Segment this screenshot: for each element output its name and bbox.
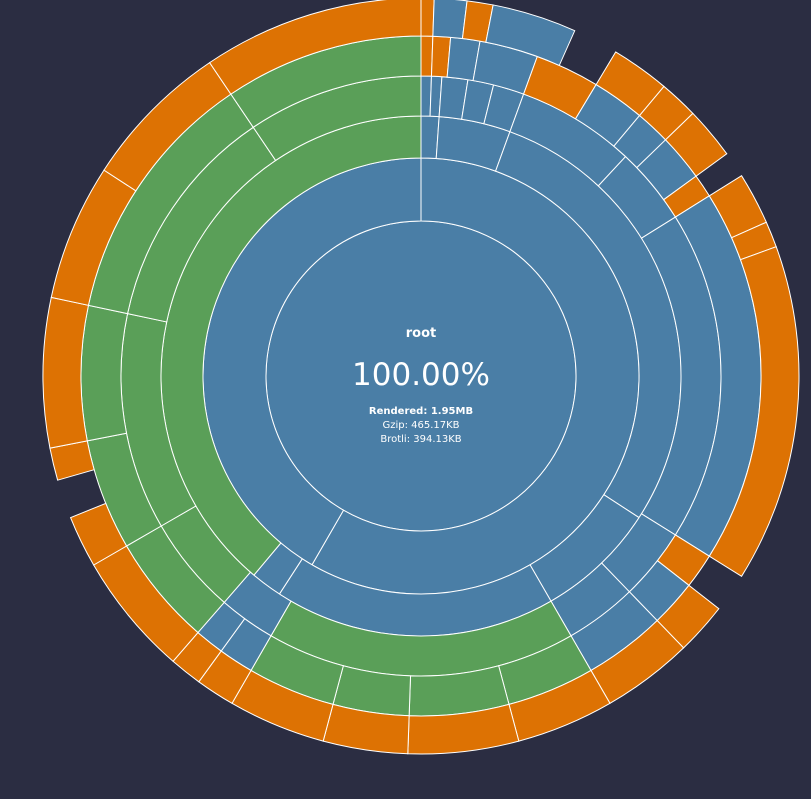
center-node-name: root xyxy=(406,326,437,341)
sunburst-segment-ring5-69[interactable] xyxy=(69,502,128,566)
center-label: root 100.00% Rendered: 1.95MB Gzip: 465.… xyxy=(352,326,490,445)
sunburst-segment-ring5-53[interactable] xyxy=(485,4,576,67)
sunburst-segment-ring5-50[interactable] xyxy=(420,0,435,37)
sunburst-segment-ring4-47[interactable] xyxy=(80,304,129,442)
center-gzip-size: Gzip: 465.17KB xyxy=(382,420,459,431)
center-rendered-size: Rendered: 1.95MB xyxy=(369,406,473,417)
sunburst-segment-ring5-59[interactable] xyxy=(708,246,800,577)
sunburst-segment-ring5-56[interactable] xyxy=(664,112,728,177)
sunburst-arcs xyxy=(42,0,800,755)
center-percentage: 100.00% xyxy=(352,357,490,393)
sunburst-segment-ring4-26[interactable] xyxy=(420,35,434,77)
sunburst-segment-ring5-74[interactable] xyxy=(208,0,422,95)
center-brotli-size: Brotli: 394.13KB xyxy=(380,434,461,445)
sunburst-segment-ring5-51[interactable] xyxy=(432,0,468,40)
